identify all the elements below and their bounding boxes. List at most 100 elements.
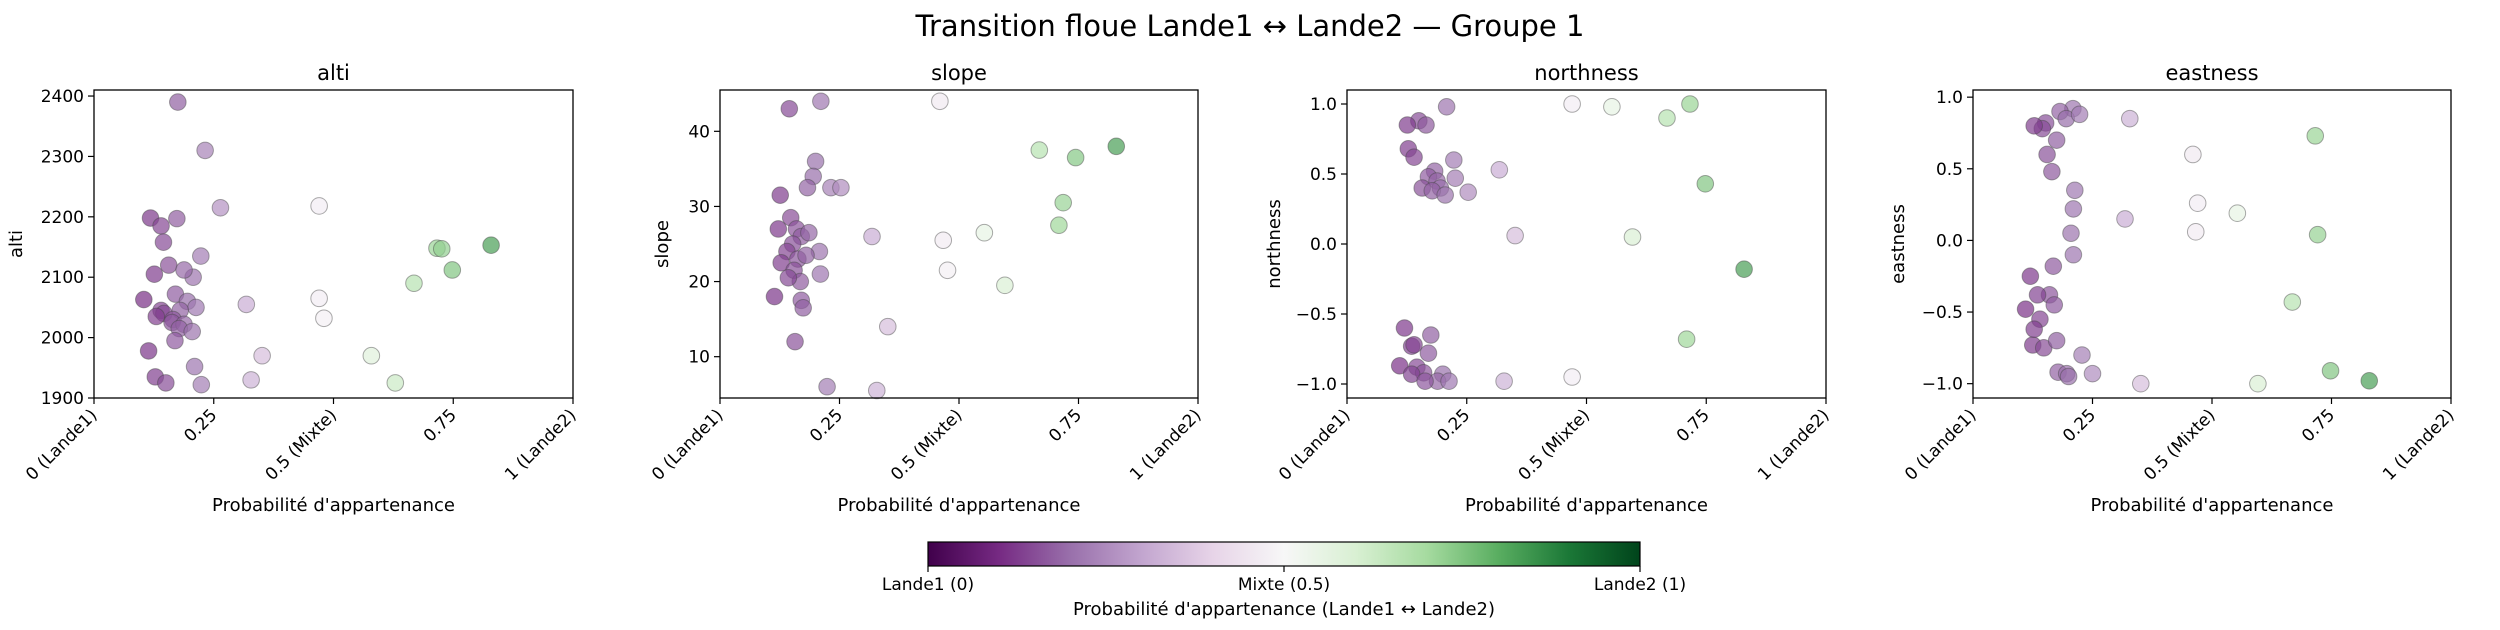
- data-point: [786, 332, 804, 351]
- data-point: [159, 256, 178, 274]
- x-axis-label: Probabilité d'appartenance: [2091, 495, 2334, 516]
- data-point: [1681, 95, 1699, 113]
- data-point: [2043, 162, 2061, 181]
- x-axis-label: Probabilité d'appartenance: [838, 495, 1081, 516]
- data-point: [2025, 320, 2043, 339]
- x-axis-label: Probabilité d'appartenance: [1465, 495, 1708, 516]
- data-point: [1495, 372, 1513, 391]
- data-point: [832, 178, 850, 197]
- data-point: [2228, 204, 2247, 222]
- data-point: [1437, 98, 1456, 116]
- data-point: [362, 346, 381, 365]
- data-point: [878, 317, 897, 336]
- data-point: [800, 223, 818, 242]
- data-point: [2059, 367, 2078, 386]
- y-tick-label: 2200: [41, 208, 84, 228]
- data-point: [185, 357, 204, 376]
- data-point: [2249, 374, 2267, 393]
- data-point: [2306, 127, 2325, 145]
- data-point: [1459, 183, 1477, 201]
- data-point: [242, 371, 260, 389]
- data-point: [135, 290, 153, 309]
- data-point: [1054, 193, 1073, 212]
- data-point: [812, 92, 830, 111]
- scatter-panel-alti: alti 1900 2000 2100 2200 2300 2400 0 (Lande1) 0.…: [6, 61, 581, 516]
- data-point: [145, 265, 164, 283]
- x-tick-label: 0 (Lande1): [1275, 405, 1354, 484]
- data-point: [187, 298, 205, 317]
- data-point: [769, 220, 788, 238]
- y-tick-label: 1.0: [1310, 95, 1337, 115]
- data-point: [797, 246, 815, 265]
- data-point: [192, 375, 211, 394]
- data-point: [1563, 95, 1581, 113]
- data-point: [196, 141, 214, 160]
- data-point: [1603, 98, 1621, 116]
- data-point: [2034, 339, 2053, 357]
- x-tick-label: 0 (Lande1): [648, 405, 727, 484]
- data-point: [931, 92, 949, 111]
- x-tick-label: 0.25: [1433, 405, 1474, 446]
- data-point: [1696, 175, 1715, 193]
- data-points: [135, 93, 500, 394]
- y-tick-label: 10: [688, 348, 710, 368]
- colorbar-bar: [927, 541, 1641, 567]
- data-point: [2064, 245, 2083, 264]
- data-point: [2283, 293, 2302, 311]
- data-point: [1446, 169, 1465, 187]
- data-point: [1030, 141, 1049, 159]
- data-point: [780, 99, 799, 118]
- data-points: [1390, 95, 1753, 391]
- data-point: [996, 276, 1014, 295]
- data-point: [938, 261, 957, 280]
- x-tick-label: 0.75: [1045, 405, 1086, 446]
- colorbar-label: Probabilité d'appartenance (Lande1 ↔ Lan…: [1073, 599, 1495, 620]
- data-point: [867, 381, 886, 400]
- data-point: [1677, 330, 1696, 349]
- data-point: [2116, 210, 2134, 228]
- data-point: [1416, 372, 1434, 391]
- data-point: [2308, 225, 2327, 244]
- data-point: [2120, 109, 2139, 128]
- data-point: [2045, 296, 2064, 314]
- data-point: [2186, 223, 2205, 241]
- x-tick-label: 0.5 (Mixte): [262, 405, 341, 484]
- data-point: [1419, 344, 1438, 363]
- data-point: [1563, 368, 1581, 386]
- data-point: [2360, 372, 2379, 390]
- data-point: [1623, 228, 1642, 246]
- x-tick-label: 0.75: [420, 405, 461, 446]
- y-tick-label: 0.0: [1936, 231, 1963, 251]
- data-point: [2064, 200, 2083, 218]
- data-point: [237, 295, 256, 314]
- data-point: [765, 287, 784, 306]
- data-point: [2047, 131, 2066, 149]
- data-point: [386, 374, 405, 392]
- data-point: [975, 223, 994, 242]
- x-tick-label: 0.5 (Mixte): [1515, 405, 1594, 484]
- data-point: [1506, 226, 1524, 245]
- data-point: [794, 299, 812, 317]
- y-tick-label: −1.0: [1296, 375, 1337, 395]
- x-tick-label: 0.75: [2298, 405, 2339, 446]
- data-point: [2184, 145, 2202, 164]
- data-point: [183, 322, 201, 341]
- data-point: [482, 236, 500, 255]
- colorbar-tick-label: Lande1 (0): [882, 575, 974, 595]
- data-point: [1417, 116, 1435, 134]
- x-tick-label: 1 (Lande2): [1754, 405, 1833, 484]
- data-point: [1490, 161, 1509, 179]
- y-tick-label: 2300: [41, 147, 84, 167]
- data-point: [2038, 145, 2056, 164]
- y-tick-label: 0.5: [1936, 160, 1963, 180]
- scatter-panel-eastness: eastness −1.0 −0.5 0.0 0.5 1.0 0 (Lande1) 0.25 0…: [1888, 61, 2459, 516]
- y-tick-label: 2000: [41, 329, 84, 349]
- data-point: [818, 377, 836, 396]
- panel-title: alti: [317, 61, 350, 85]
- data-point: [1735, 260, 1753, 279]
- data-point: [798, 178, 817, 197]
- data-point: [1398, 116, 1417, 134]
- y-tick-label: 1.0: [1936, 88, 1963, 108]
- data-point: [253, 346, 271, 365]
- y-axis-label: alti: [6, 230, 27, 258]
